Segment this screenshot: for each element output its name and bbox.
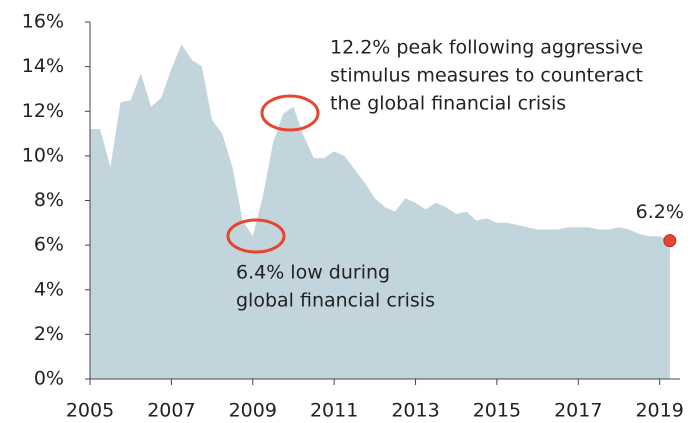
data-label: 6.2% xyxy=(636,201,684,223)
y-tick-label: 8% xyxy=(34,189,64,211)
y-tick-label: 0% xyxy=(34,368,64,390)
x-tick-label: 2015 xyxy=(473,400,521,422)
annotation: 12.2% peak following aggressive xyxy=(330,37,643,59)
y-tick-label: 12% xyxy=(22,100,64,122)
annotation: 6.4% low during xyxy=(236,262,390,284)
end-marker xyxy=(663,234,677,248)
y-tick-label: 2% xyxy=(34,323,64,345)
x-tick-label: 2005 xyxy=(66,400,114,422)
x-tick-label: 2017 xyxy=(554,400,602,422)
x-tick-label: 2009 xyxy=(229,400,277,422)
x-tick-label: 2011 xyxy=(310,400,358,422)
x-tick-label: 2013 xyxy=(391,400,439,422)
annotation: global financial crisis xyxy=(236,290,435,312)
y-tick-label: 16% xyxy=(22,11,64,33)
highlight-circle xyxy=(226,218,286,254)
highlight-circle xyxy=(260,94,320,132)
annotation: stimulus measures to counteract xyxy=(330,65,643,87)
x-tick-label: 2007 xyxy=(147,400,195,422)
y-tick-label: 6% xyxy=(34,234,64,256)
y-tick-label: 4% xyxy=(34,278,64,300)
y-tick-label: 14% xyxy=(22,55,64,77)
x-tick-label: 2019 xyxy=(635,400,683,422)
annotation: the global financial crisis xyxy=(330,93,566,115)
area xyxy=(90,44,670,379)
y-tick-label: 10% xyxy=(22,144,64,166)
